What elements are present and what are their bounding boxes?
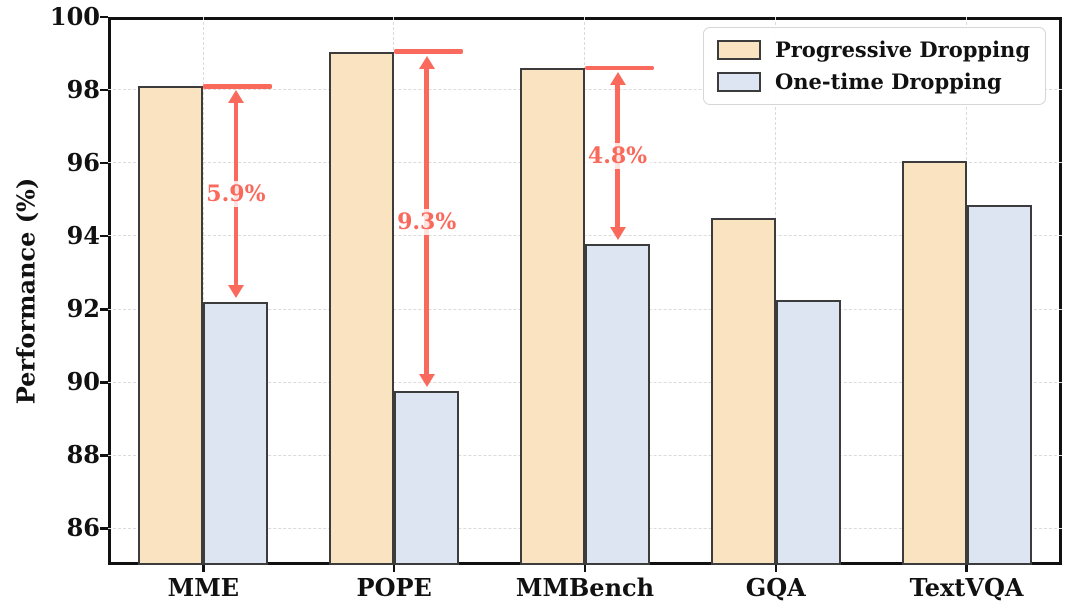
annotation-label-mmbench: 4.8%: [584, 142, 651, 169]
x-category-label-gqa: GQA: [745, 573, 806, 602]
annotation-label-pope: 9.3%: [394, 208, 460, 235]
x-category-label-mme: MME: [167, 573, 240, 602]
annotation-hline: [585, 65, 654, 71]
x-tick-mark-mme: [202, 565, 205, 572]
y-tick-label-90: 90: [66, 367, 100, 397]
y-tick-mark-96: [100, 161, 108, 165]
y-tick-mark-88: [100, 454, 108, 457]
y-tick-label-98: 98: [66, 75, 100, 105]
y-tick-mark-90: [100, 381, 108, 384]
bar-one-time-dropping-pope: [394, 391, 460, 565]
annotation-arrowhead-down: [227, 284, 244, 298]
x-tick-mark-pope: [392, 565, 396, 572]
annotation-label-mme: 5.9%: [203, 181, 269, 208]
y-tick-label-96: 96: [66, 148, 100, 178]
legend-item-label: One-time Dropping: [774, 69, 1002, 94]
legend-item-progressive-dropping: Progressive Dropping: [716, 37, 1030, 62]
annotation-arrowhead-up: [418, 55, 435, 69]
bar-progressive-dropping-textvqa: [901, 161, 967, 565]
x-tick-mark-mmbench: [583, 565, 587, 572]
x-tick-mark-textvqa: [965, 565, 968, 572]
annotation-arrowhead-up: [227, 90, 244, 104]
legend-item-one-time-dropping: One-time Dropping: [716, 69, 1030, 94]
legend-swatch-one-time-dropping: [716, 71, 761, 92]
y-tick-mark-94: [100, 234, 108, 238]
y-tick-label-88: 88: [66, 440, 100, 470]
bar-progressive-dropping-pope: [329, 51, 395, 565]
x-category-label-textvqa: TextVQA: [909, 573, 1024, 602]
bar-progressive-dropping-mmbench: [520, 68, 585, 565]
y-tick-label-86: 86: [66, 513, 100, 543]
y-tick-mark-86: [100, 527, 108, 530]
x-category-label-mmbench: MMBench: [515, 573, 655, 602]
bar-progressive-dropping-gqa: [710, 217, 776, 565]
y-tick-label-92: 92: [66, 294, 100, 324]
y-tick-label-94: 94: [66, 221, 100, 251]
annotation-arrowhead-down: [418, 374, 435, 388]
bar-one-time-dropping-gqa: [775, 300, 841, 565]
x-category-label-pope: POPE: [356, 573, 432, 602]
bar-one-time-dropping-textvqa: [966, 205, 1032, 565]
y-tick-mark-98: [100, 88, 108, 92]
annotation-hline: [203, 84, 273, 89]
bar-one-time-dropping-mmbench: [585, 243, 650, 565]
annotation-arrowhead-up: [609, 72, 626, 86]
y-tick-mark-92: [100, 308, 108, 311]
annotation-hline: [394, 49, 464, 54]
y-tick-mark-100: [100, 15, 108, 19]
x-tick-mark-gqa: [774, 565, 778, 572]
legend-swatch-progressive-dropping: [716, 39, 761, 60]
legend-item-label: Progressive Dropping: [774, 37, 1030, 62]
bar-one-time-dropping-mme: [203, 301, 269, 565]
y-tick-label-100: 100: [49, 2, 100, 31]
bar-progressive-dropping-mme: [138, 86, 204, 565]
plot-area: Progressive Dropping One-time Dropping 5.…: [108, 17, 1062, 565]
annotation-arrowhead-down: [609, 226, 626, 240]
legend: Progressive Dropping One-time Dropping: [702, 27, 1046, 105]
